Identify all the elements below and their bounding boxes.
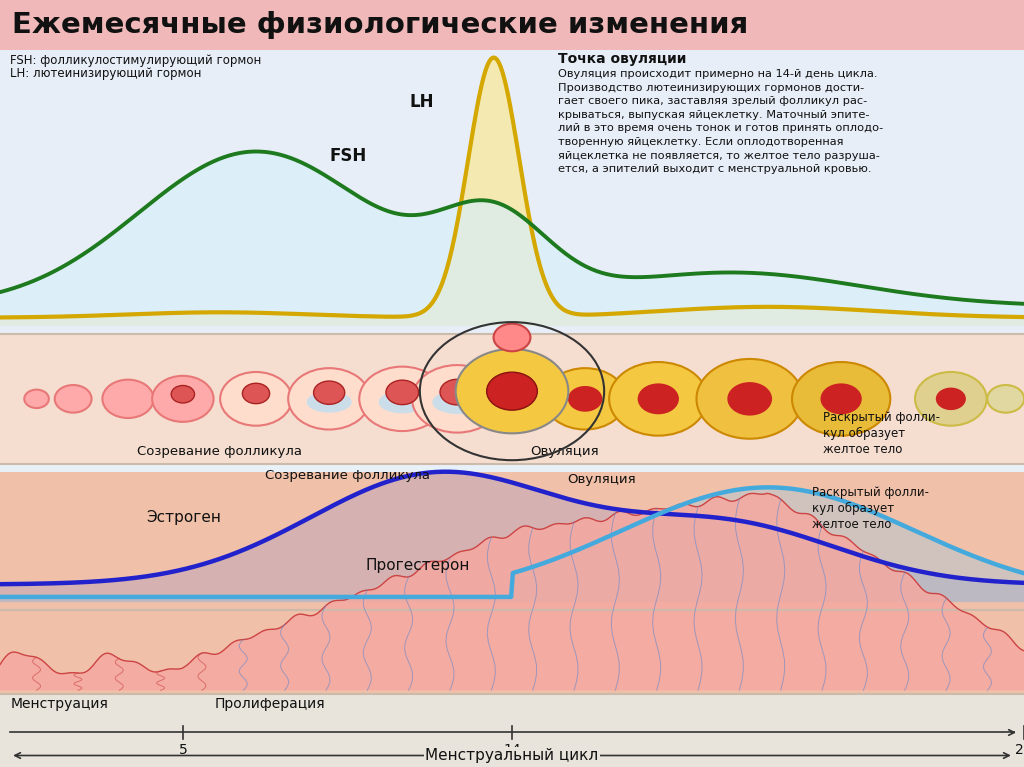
Text: Раскрытый фолли-
кул образует
желтое тело: Раскрытый фолли- кул образует желтое тел… (823, 411, 940, 456)
Circle shape (936, 387, 966, 410)
Circle shape (727, 382, 772, 416)
Text: Овуляция происходит примерно на 14-й день цикла.
Производство лютеинизирующих го: Овуляция происходит примерно на 14-й ден… (558, 69, 884, 174)
Circle shape (544, 368, 626, 430)
Circle shape (696, 359, 803, 439)
Polygon shape (0, 152, 1024, 326)
Circle shape (412, 365, 502, 433)
Text: Ежемесячные физиологические изменения: Ежемесячные физиологические изменения (12, 12, 749, 39)
Polygon shape (0, 472, 1024, 602)
Circle shape (486, 372, 538, 410)
Text: Менструальный цикл: Менструальный цикл (425, 748, 599, 763)
Circle shape (359, 367, 445, 431)
Circle shape (638, 384, 679, 414)
Circle shape (243, 384, 269, 403)
FancyBboxPatch shape (0, 694, 1024, 767)
Circle shape (153, 376, 214, 422)
Text: Прогестерон: Прогестерон (366, 558, 470, 573)
Text: Созревание фолликула: Созревание фолликула (137, 445, 302, 458)
Text: LH: лютеинизирующий гормон: LH: лютеинизирующий гормон (10, 67, 202, 80)
Polygon shape (0, 493, 1024, 690)
Text: Овуляция: Овуляция (530, 445, 599, 458)
Ellipse shape (379, 391, 426, 413)
Circle shape (102, 380, 154, 418)
Text: FSH: фолликулостимулирующий гормон: FSH: фолликулостимулирующий гормон (10, 54, 261, 67)
Circle shape (987, 385, 1024, 413)
FancyBboxPatch shape (0, 464, 1024, 610)
Circle shape (440, 379, 474, 405)
Circle shape (54, 385, 91, 413)
Circle shape (915, 372, 987, 426)
Text: Раскрытый фолли-
кул образует
желтое тело: Раскрытый фолли- кул образует желтое тел… (812, 486, 929, 531)
FancyBboxPatch shape (0, 0, 1024, 50)
Text: LH: LH (410, 94, 434, 111)
Text: Созревание фолликула: Созревание фолликула (265, 469, 430, 482)
Circle shape (386, 380, 419, 405)
FancyBboxPatch shape (0, 334, 1024, 464)
Text: Овуляция: Овуляция (567, 473, 636, 486)
FancyBboxPatch shape (0, 50, 1024, 334)
Text: 5: 5 (178, 743, 187, 757)
Circle shape (313, 381, 345, 404)
Circle shape (568, 386, 602, 412)
Circle shape (288, 368, 370, 430)
Circle shape (171, 386, 195, 403)
Circle shape (609, 362, 708, 436)
Polygon shape (0, 487, 1024, 602)
Polygon shape (0, 58, 1024, 326)
Circle shape (456, 349, 568, 433)
Circle shape (220, 372, 292, 426)
Ellipse shape (306, 391, 351, 413)
Text: Пролиферация: Пролиферация (215, 697, 326, 711)
Ellipse shape (432, 390, 482, 414)
Circle shape (25, 390, 49, 408)
Text: 14: 14 (503, 743, 521, 757)
Text: Точка овуляции: Точка овуляции (558, 52, 686, 66)
Text: FSH: FSH (329, 147, 367, 165)
FancyBboxPatch shape (0, 472, 1024, 694)
Circle shape (792, 362, 890, 436)
Text: Эстроген: Эстроген (146, 510, 221, 525)
Circle shape (820, 384, 862, 414)
Text: 28: 28 (1015, 743, 1024, 757)
Text: Менструация: Менструация (10, 697, 109, 711)
Circle shape (494, 324, 530, 351)
